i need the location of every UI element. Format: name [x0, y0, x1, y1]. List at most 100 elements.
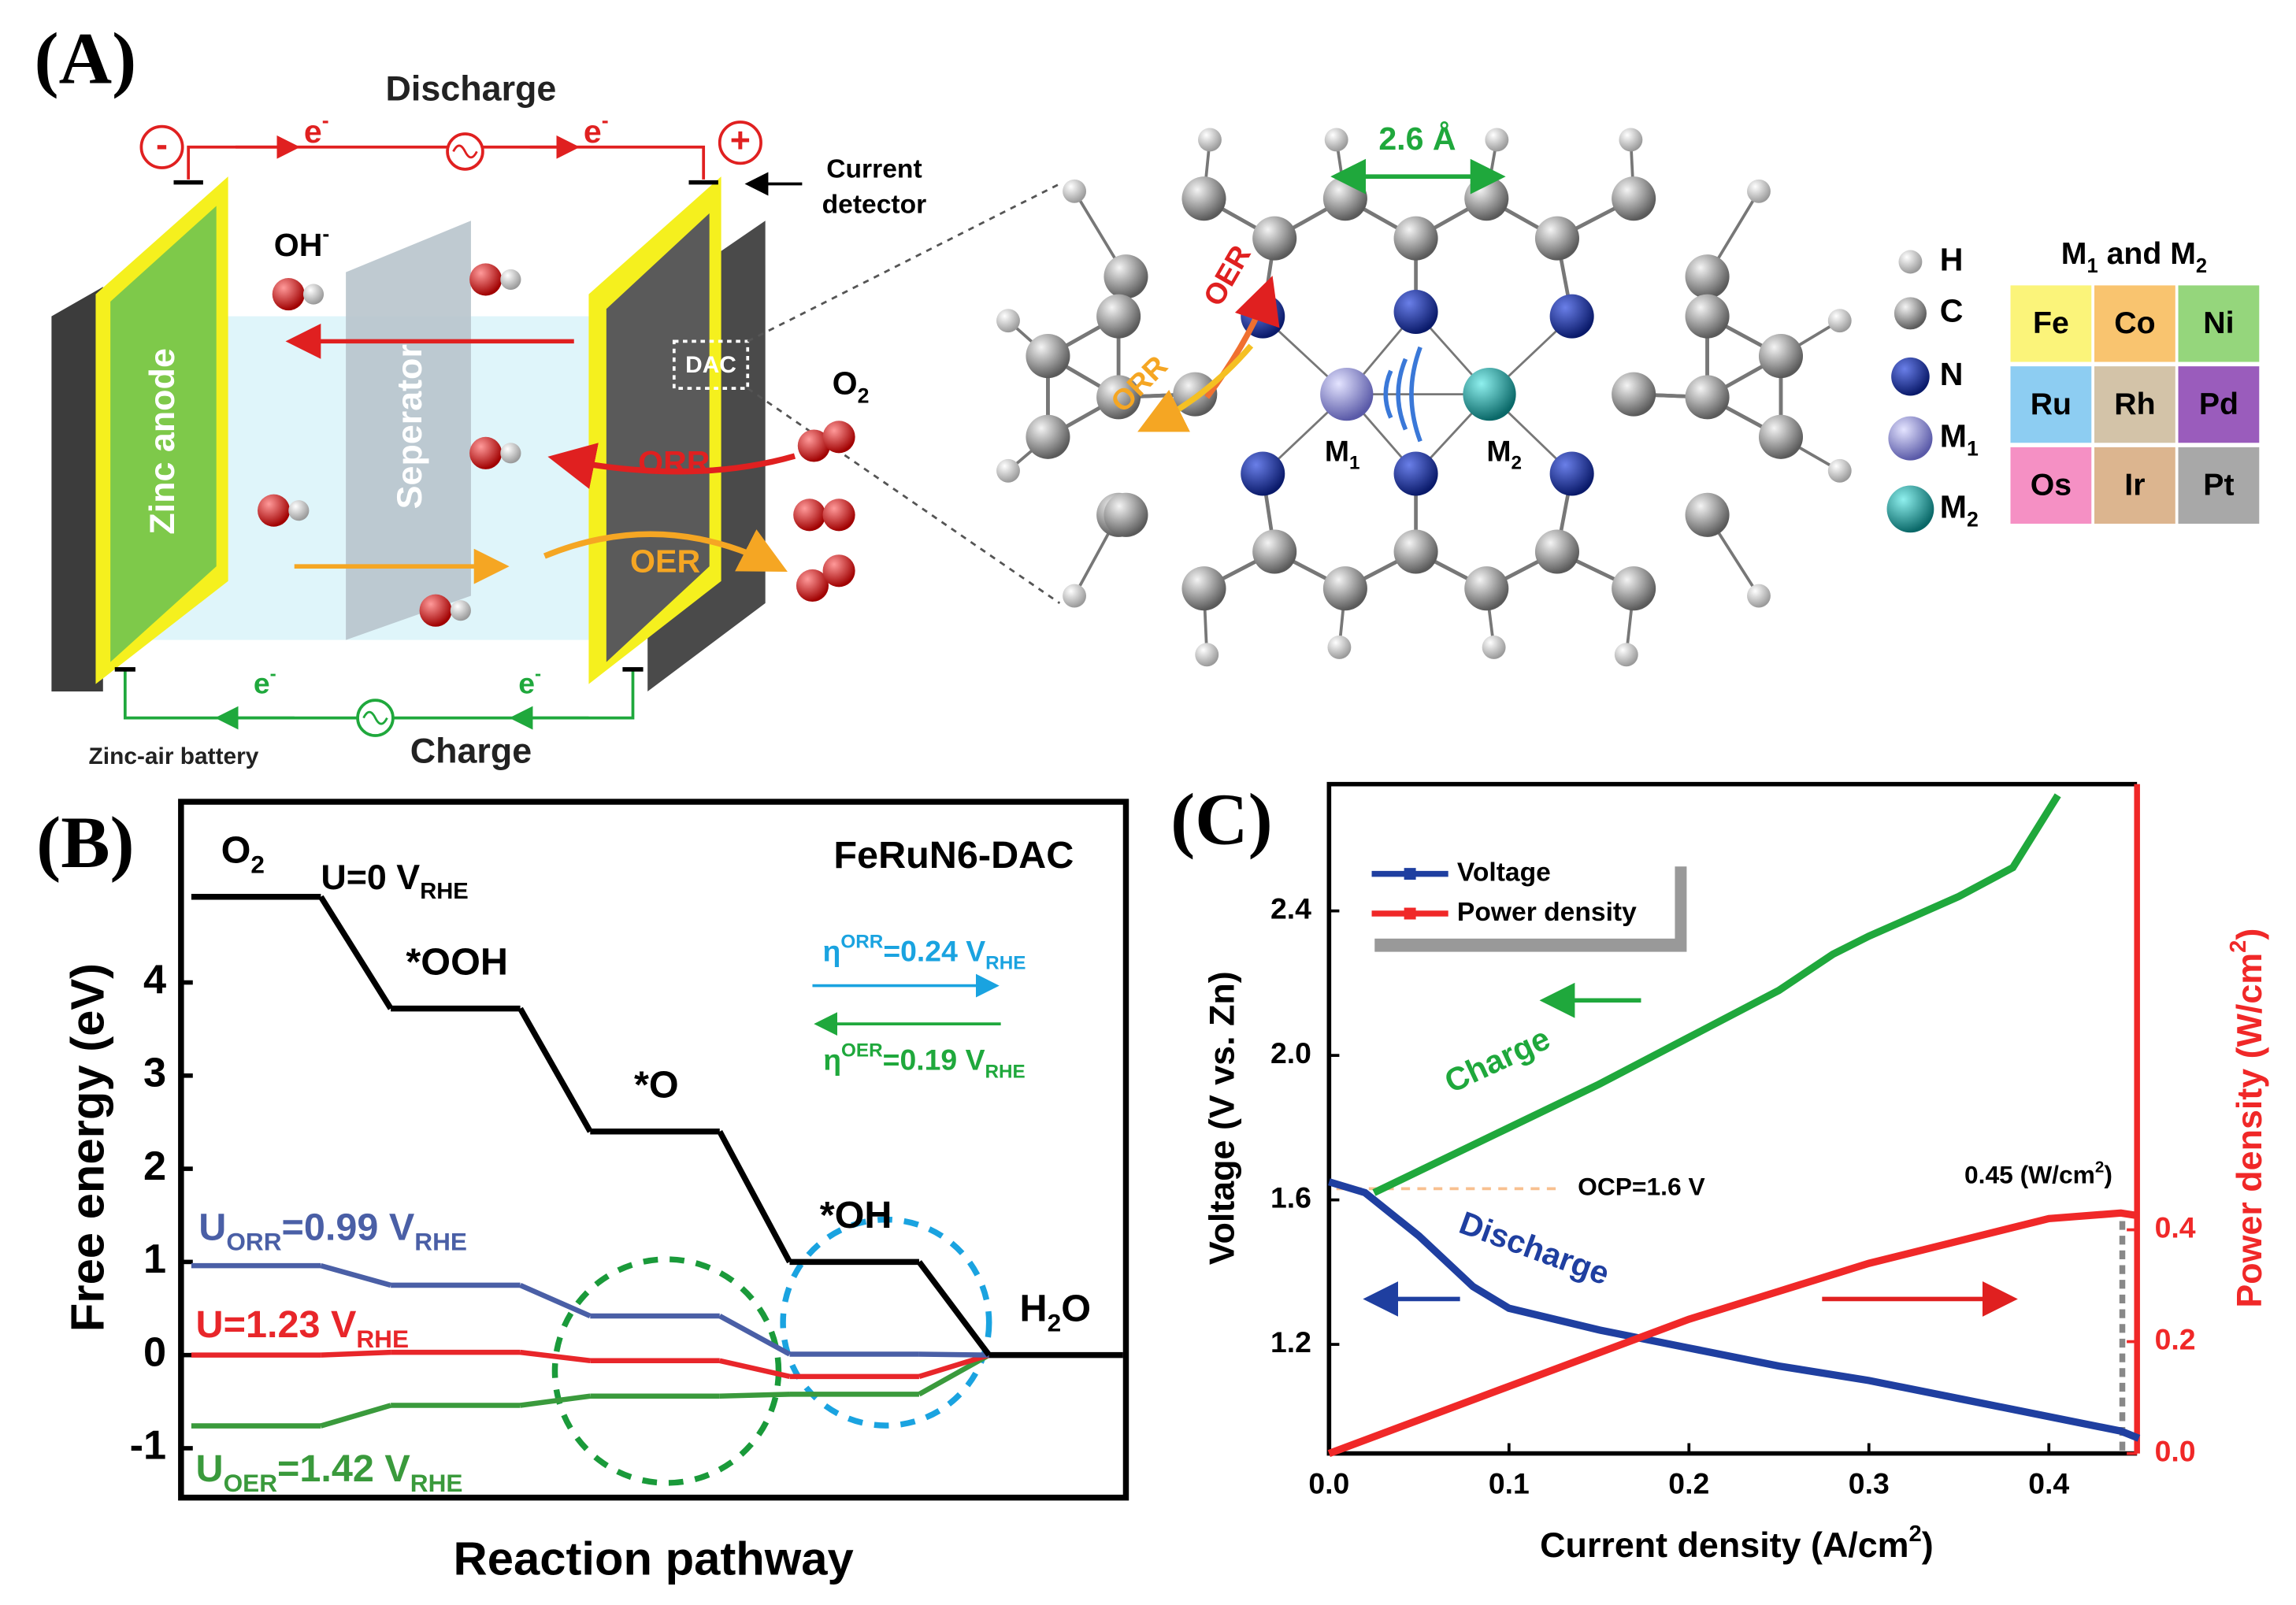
- text-part: O: [1061, 1287, 1091, 1329]
- oxygen-label: O2: [833, 365, 870, 407]
- step-label: O2: [221, 829, 265, 880]
- text-part: U: [196, 1447, 224, 1490]
- text-part: M: [1325, 434, 1349, 467]
- series-label: UOER=1.42 VRHE: [196, 1447, 463, 1498]
- orr-arrow: [1137, 343, 1254, 432]
- text-part: e: [584, 113, 602, 150]
- nitrogen-atom: [1549, 451, 1594, 496]
- text-part: ): [2229, 929, 2269, 940]
- nitrogen-atom: [1241, 451, 1285, 496]
- energy-connector: [517, 1006, 593, 1133]
- carbon-atom: [1534, 529, 1579, 574]
- y-tick-label: 1: [143, 1236, 166, 1282]
- panel-label: (A): [35, 19, 137, 100]
- distance-label: 2.6 Å: [1378, 120, 1456, 157]
- eta-orr-label: ηORR=0.24 VRHE: [823, 931, 1026, 973]
- hydrogen-atom: [996, 458, 1020, 483]
- text-part: 2: [1967, 507, 1979, 531]
- text-part: -: [322, 109, 329, 132]
- legend-box: [1363, 853, 1675, 939]
- text-part: 2: [858, 384, 870, 407]
- text-part: 2: [1512, 452, 1523, 473]
- carbon-atom: [1612, 372, 1656, 417]
- hydrogen-atom: [1198, 128, 1222, 152]
- text-part: RHE: [414, 1228, 467, 1256]
- text-part: 2: [250, 851, 265, 879]
- minus-label: -: [156, 124, 168, 165]
- hydroxide-label: OH-: [274, 222, 330, 263]
- m2-label: M2: [1486, 434, 1522, 473]
- text-part: 2: [1909, 1522, 1922, 1547]
- element-label: Ir: [2124, 468, 2145, 502]
- oer-label: OER: [630, 543, 700, 579]
- text-part: 2: [2095, 1158, 2104, 1176]
- atom-swatch: [1894, 297, 1927, 330]
- orr-arrow: [547, 443, 796, 489]
- text-part: e: [518, 666, 535, 699]
- carbon-atom: [1026, 414, 1070, 459]
- carbon-atom: [1758, 334, 1804, 379]
- element-cell: [2094, 366, 2175, 443]
- text-part: M: [1486, 434, 1511, 467]
- oxygen-molecules: [793, 421, 855, 602]
- text-part: ORR: [226, 1228, 281, 1256]
- text-part: e: [254, 666, 270, 699]
- element-cell: [2010, 447, 2092, 524]
- hydroxide-ions: [258, 263, 521, 627]
- data-line: [1372, 793, 2061, 1196]
- y-tick-label: 3: [143, 1051, 166, 1096]
- hydrogen-atom: [1619, 128, 1643, 152]
- separator-label: Seperator: [389, 344, 429, 509]
- text-part: RHE: [420, 879, 469, 904]
- element-label: Pd: [2199, 387, 2239, 421]
- text-part: O: [833, 365, 858, 401]
- legend-label: Voltage: [1457, 858, 1551, 887]
- energy-connector: [320, 1403, 392, 1429]
- caption: Zinc-air battery: [89, 743, 259, 769]
- ocp-label: OCP=1.6 V: [1578, 1173, 1705, 1201]
- energy-connector: [718, 1314, 792, 1357]
- hydrogen-atom: [996, 309, 1020, 333]
- panel-label: (B): [36, 802, 135, 884]
- text-part: 2: [1048, 1309, 1062, 1337]
- highlight-circle: [551, 1256, 782, 1486]
- text-part: OER: [841, 1040, 883, 1062]
- text-part: 2: [2226, 940, 2251, 953]
- x-tick-label: 0.2: [1668, 1467, 1709, 1500]
- atom-swatch: [1886, 485, 1934, 533]
- separator: [346, 221, 471, 640]
- step-label: *OOH: [406, 940, 508, 983]
- element-cell: [2010, 285, 2092, 362]
- text-part: η: [823, 1043, 841, 1077]
- carbon-atom: [1252, 216, 1297, 261]
- hydrogen-atom: [1827, 309, 1852, 333]
- element-cell: [2094, 285, 2175, 362]
- energy-connector: [320, 1262, 391, 1288]
- detector-label: Current: [826, 155, 922, 184]
- atom-swatch: [1898, 250, 1923, 274]
- text-part: 1: [2087, 255, 2098, 277]
- y-tick-label: 1.2: [1270, 1325, 1311, 1359]
- energy-connector: [520, 1393, 591, 1408]
- text-part: 1: [1349, 452, 1360, 473]
- element-label: Os: [2031, 468, 2072, 502]
- x-tick-label: 0.1: [1489, 1467, 1530, 1500]
- text-part: H: [1020, 1287, 1048, 1329]
- energy-connector: [918, 1352, 991, 1397]
- element-label: Co: [2114, 306, 2155, 340]
- energy-connector: [520, 1349, 591, 1364]
- carbon-atom: [1322, 566, 1367, 611]
- step-label: *O: [634, 1064, 679, 1106]
- zoom-line: [747, 387, 1061, 605]
- carbon-atom: [1685, 375, 1730, 420]
- atom-swatch: [1888, 416, 1933, 461]
- hydrogen-atom: [1747, 584, 1771, 608]
- energy-connector: [918, 1352, 990, 1379]
- atom-label: H: [1940, 241, 1964, 277]
- step-label: *OH: [820, 1194, 892, 1236]
- text-part: Power density (W/cm: [2229, 953, 2269, 1308]
- energy-connector: [318, 895, 394, 1010]
- charge-label: Charge: [1439, 1020, 1556, 1100]
- panel-b: -1 0 1 2 3 4 Free energy (eV) Reaction pathway F…: [61, 799, 1129, 1585]
